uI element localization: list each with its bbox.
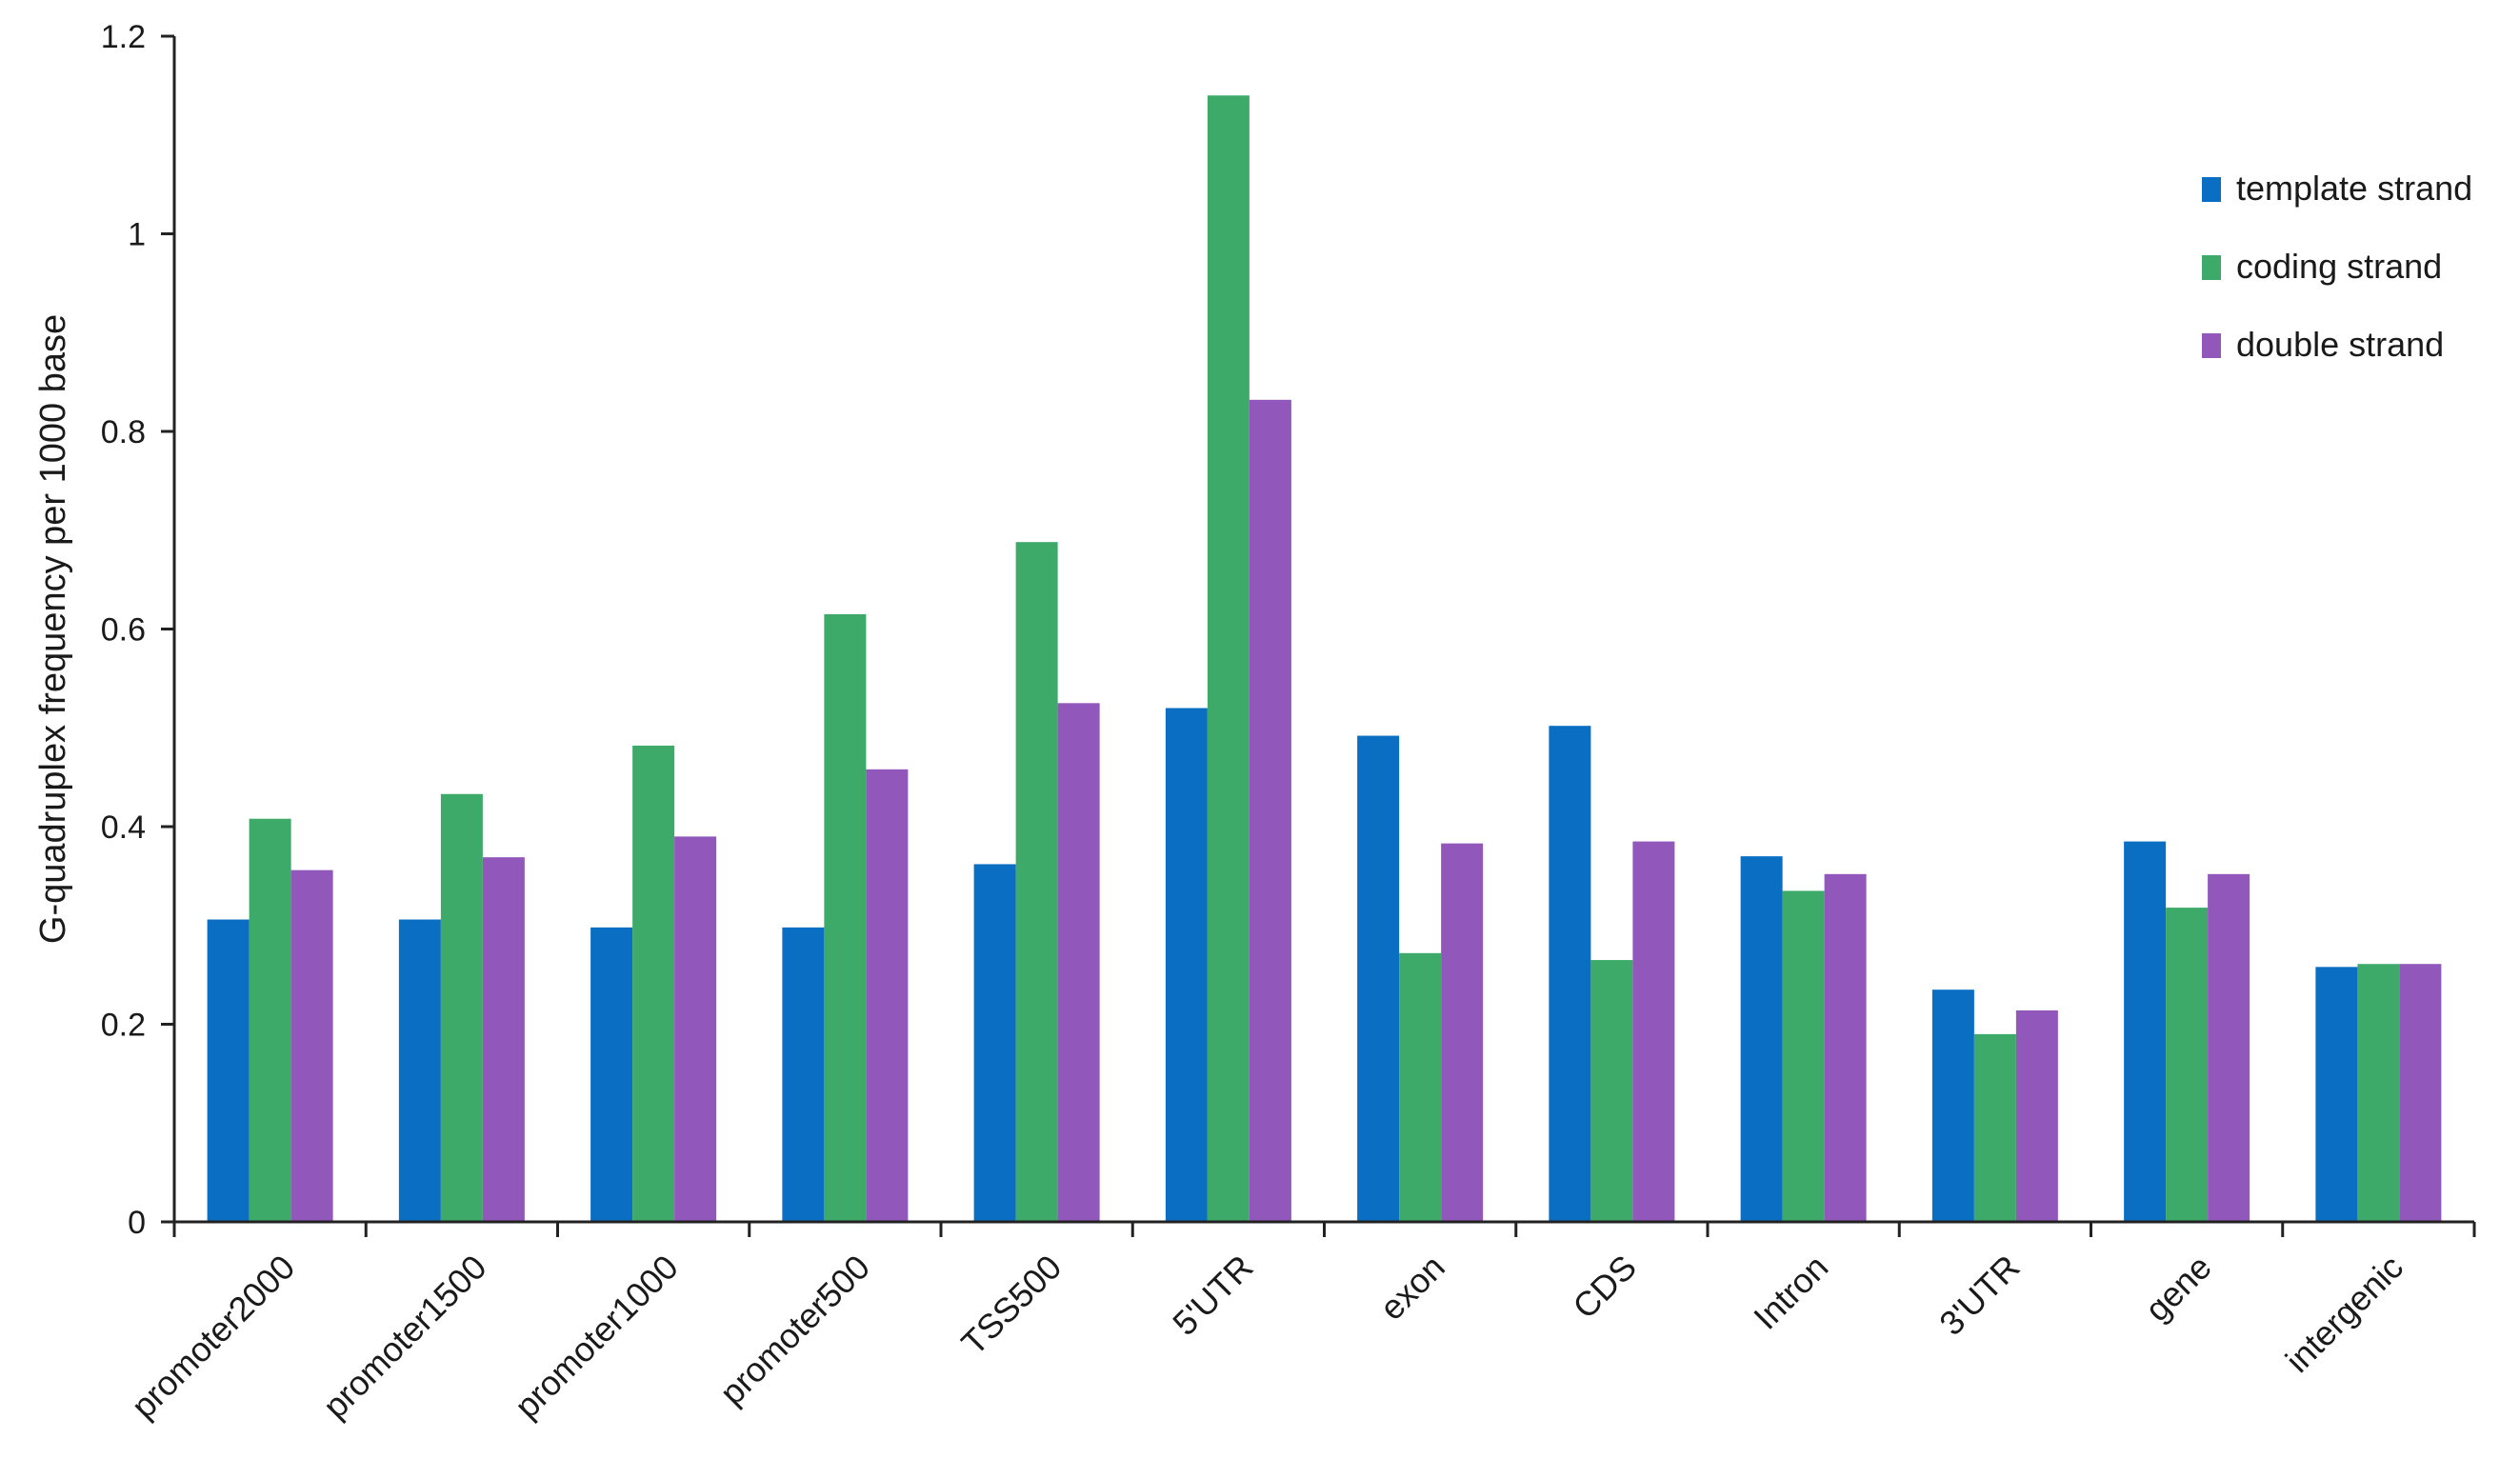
bar-double-strand-10: [2208, 873, 2250, 1222]
bar-double-strand-3: [866, 769, 909, 1222]
bar-coding-strand-10: [2166, 908, 2209, 1222]
bar-coding-strand-3: [824, 613, 867, 1222]
bar-double-strand-0: [290, 869, 333, 1222]
bar-template-strand-2: [590, 927, 633, 1222]
bar-double-strand-11: [2399, 964, 2442, 1222]
x-category-label: 5'UTR: [1165, 1248, 1260, 1343]
y-tick-label: 0.4: [101, 809, 146, 846]
x-category-label: Intron: [1746, 1248, 1835, 1337]
bar-coding-strand-9: [1973, 1033, 2016, 1222]
bar-coding-strand-0: [249, 818, 291, 1222]
bar-double-strand-5: [1249, 399, 1291, 1222]
bar-template-strand-11: [2315, 967, 2358, 1222]
bar-double-strand-8: [1824, 873, 1867, 1222]
legend: template strand coding strand double stran…: [2202, 169, 2472, 364]
legend-label: template strand: [2236, 169, 2472, 208]
bar-template-strand-3: [782, 927, 825, 1222]
bar-coding-strand-1: [440, 793, 483, 1222]
bar-template-strand-0: [207, 919, 250, 1222]
x-category-label: intergenic: [2278, 1248, 2410, 1380]
y-axis-title: G-quadruplex frequency per 1000 base: [33, 314, 73, 944]
legend-swatch: [2202, 255, 2221, 280]
y-tick-label: 1: [128, 217, 146, 253]
bar-double-strand-1: [482, 857, 525, 1222]
bar-template-strand-9: [1931, 989, 1974, 1222]
bar-double-strand-7: [1632, 841, 1675, 1222]
bars: [207, 95, 2442, 1222]
bar-coding-strand-2: [632, 745, 675, 1222]
x-category-label: promoter500: [712, 1248, 877, 1412]
bar-double-strand-2: [674, 836, 717, 1222]
bar-template-strand-6: [1357, 735, 1400, 1222]
bar-template-strand-4: [973, 864, 1016, 1222]
y-tick-label: 1.2: [101, 19, 146, 55]
bar-template-strand-10: [2124, 841, 2167, 1222]
bar-coding-strand-11: [2357, 964, 2400, 1222]
y-tick-label: 0.6: [101, 612, 146, 649]
y-tick-label: 0: [128, 1205, 146, 1241]
legend-label: coding strand: [2236, 247, 2442, 286]
x-category-label: promoter2000: [124, 1248, 302, 1426]
bar-coding-strand-7: [1590, 960, 1633, 1222]
legend-swatch: [2202, 333, 2221, 358]
x-category-label: promoter1500: [315, 1248, 493, 1426]
y-axis: 0 0.2 0.4 0.6 0.8 1 1.2: [101, 19, 176, 1241]
x-category-label: gene: [2137, 1248, 2219, 1329]
x-category-label: TSS500: [953, 1248, 1069, 1363]
bar-template-strand-1: [398, 919, 441, 1222]
bar-double-strand-4: [1057, 703, 1100, 1222]
bar-template-strand-5: [1165, 708, 1208, 1222]
bar-coding-strand-5: [1207, 95, 1250, 1222]
legend-swatch: [2202, 177, 2221, 202]
x-category-label: promoter1000: [507, 1248, 685, 1426]
x-category-label: CDS: [1565, 1248, 1644, 1327]
bar-coding-strand-8: [1782, 890, 1825, 1222]
bar-template-strand-7: [1549, 726, 1591, 1222]
y-tick-label: 0.2: [101, 1008, 146, 1044]
x-category-label: 3'UTR: [1931, 1248, 2027, 1343]
x-category-label: exon: [1372, 1248, 1452, 1328]
bar-coding-strand-6: [1399, 952, 1442, 1222]
legend-label: double strand: [2236, 325, 2444, 364]
bar-coding-strand-4: [1015, 542, 1058, 1222]
bar-double-strand-9: [2015, 1009, 2058, 1222]
y-tick-label: 0.8: [101, 414, 146, 450]
bar-double-strand-6: [1441, 843, 1484, 1222]
bar-template-strand-8: [1740, 856, 1783, 1222]
x-axis: promoter2000 promoter1500 promoter1000 prom…: [124, 1220, 2476, 1426]
